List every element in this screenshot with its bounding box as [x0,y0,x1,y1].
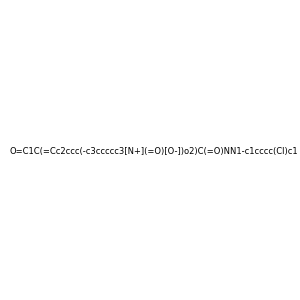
Text: O=C1C(=Cc2ccc(-c3ccccc3[N+](=O)[O-])o2)C(=O)NN1-c1cccc(Cl)c1: O=C1C(=Cc2ccc(-c3ccccc3[N+](=O)[O-])o2)C… [9,147,298,156]
